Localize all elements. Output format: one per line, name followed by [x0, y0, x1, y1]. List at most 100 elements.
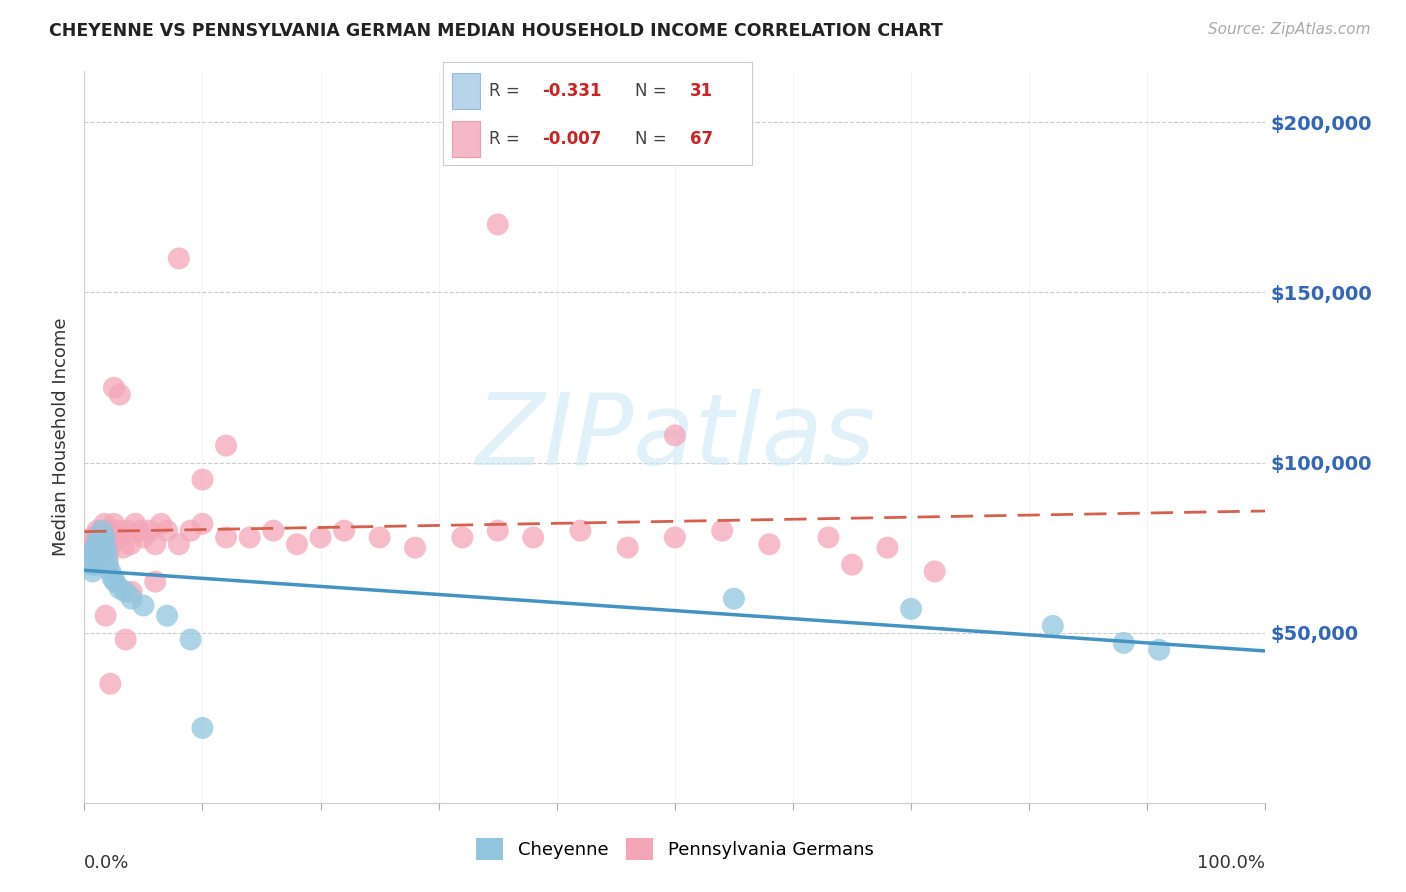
- Point: [404, 541, 426, 555]
- Point: [285, 537, 308, 551]
- Point: [1112, 636, 1135, 650]
- Point: [84, 541, 107, 555]
- Point: [98, 541, 121, 555]
- Text: 100.0%: 100.0%: [1198, 854, 1265, 872]
- FancyBboxPatch shape: [453, 121, 479, 157]
- Point: [143, 574, 166, 589]
- Point: [93, 516, 115, 531]
- Point: [333, 524, 356, 538]
- Point: [91, 524, 114, 538]
- Point: [91, 524, 114, 538]
- Point: [97, 558, 120, 572]
- Text: -0.007: -0.007: [541, 130, 602, 148]
- Point: [191, 516, 214, 531]
- Point: [616, 541, 638, 555]
- Point: [215, 531, 238, 545]
- Point: [522, 531, 544, 545]
- Point: [105, 524, 128, 538]
- Point: [82, 531, 104, 545]
- Point: [143, 537, 166, 551]
- Point: [94, 531, 117, 545]
- Point: [156, 608, 179, 623]
- Point: [1147, 642, 1170, 657]
- Text: R =: R =: [489, 82, 520, 100]
- Point: [80, 550, 103, 565]
- Point: [83, 558, 105, 572]
- Point: [262, 524, 284, 538]
- Text: N =: N =: [634, 130, 666, 148]
- Text: R =: R =: [489, 130, 520, 148]
- Point: [87, 548, 110, 562]
- Point: [486, 218, 509, 232]
- Point: [87, 537, 110, 551]
- Point: [120, 537, 142, 551]
- Point: [115, 524, 138, 538]
- Point: [723, 591, 745, 606]
- Point: [91, 533, 114, 548]
- Point: [112, 541, 135, 555]
- Text: CHEYENNE VS PENNSYLVANIA GERMAN MEDIAN HOUSEHOLD INCOME CORRELATION CHART: CHEYENNE VS PENNSYLVANIA GERMAN MEDIAN H…: [49, 22, 943, 40]
- Point: [664, 531, 686, 545]
- Point: [758, 537, 780, 551]
- Point: [93, 531, 115, 545]
- Point: [150, 516, 173, 531]
- Point: [156, 524, 179, 538]
- Point: [138, 524, 160, 538]
- Point: [180, 524, 202, 538]
- Point: [1042, 619, 1064, 633]
- Point: [132, 531, 155, 545]
- Point: [876, 541, 898, 555]
- Point: [114, 632, 136, 647]
- Text: N =: N =: [634, 82, 666, 100]
- Point: [841, 558, 863, 572]
- Text: -0.331: -0.331: [541, 82, 602, 100]
- Point: [817, 531, 839, 545]
- Point: [108, 387, 131, 401]
- Point: [215, 439, 238, 453]
- Point: [191, 473, 214, 487]
- Point: [100, 531, 122, 545]
- Point: [94, 541, 117, 555]
- Point: [239, 531, 262, 545]
- Point: [451, 531, 474, 545]
- Legend: Cheyenne, Pennsylvania Germans: Cheyenne, Pennsylvania Germans: [468, 830, 882, 867]
- Point: [664, 428, 686, 442]
- Point: [132, 599, 155, 613]
- Y-axis label: Median Household Income: Median Household Income: [52, 318, 70, 557]
- Point: [79, 548, 101, 562]
- Point: [82, 565, 104, 579]
- Point: [86, 524, 108, 538]
- Point: [108, 531, 131, 545]
- Text: 31: 31: [690, 82, 713, 100]
- Point: [104, 574, 127, 589]
- Point: [368, 531, 391, 545]
- FancyBboxPatch shape: [453, 73, 479, 109]
- Point: [98, 565, 121, 579]
- Point: [96, 548, 118, 562]
- Point: [80, 558, 103, 572]
- Point: [180, 632, 202, 647]
- Point: [91, 541, 114, 555]
- Point: [114, 585, 136, 599]
- Point: [900, 602, 922, 616]
- Point: [86, 531, 108, 545]
- Point: [98, 524, 121, 538]
- Point: [121, 585, 143, 599]
- Text: ZIPatlas: ZIPatlas: [475, 389, 875, 485]
- Point: [167, 537, 190, 551]
- Point: [309, 531, 332, 545]
- Point: [96, 537, 118, 551]
- Text: 0.0%: 0.0%: [84, 854, 129, 872]
- Point: [90, 537, 112, 551]
- Point: [84, 537, 107, 551]
- Point: [108, 582, 131, 596]
- Point: [101, 571, 124, 585]
- Point: [191, 721, 214, 735]
- Point: [84, 531, 107, 545]
- Point: [90, 541, 112, 555]
- Point: [128, 524, 150, 538]
- Point: [94, 608, 117, 623]
- Text: 67: 67: [690, 130, 713, 148]
- Point: [103, 381, 125, 395]
- Point: [83, 550, 105, 565]
